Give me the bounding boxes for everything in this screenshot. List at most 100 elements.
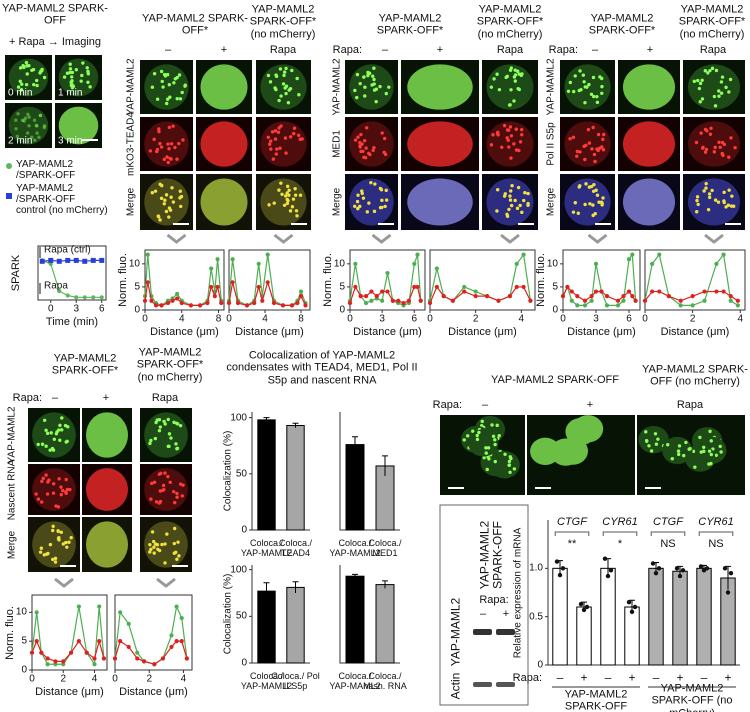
condensate-dot — [370, 83, 374, 87]
condensate-dot — [571, 210, 576, 214]
condensate-dot — [512, 142, 516, 146]
condensate-dot — [159, 145, 164, 149]
condensate-dot — [506, 138, 510, 142]
condensate-dot — [595, 94, 599, 99]
condensate-dot — [568, 137, 572, 141]
condensate-dot — [471, 429, 475, 433]
condensate-dot — [45, 431, 50, 436]
data-point — [73, 257, 79, 263]
nucleus — [86, 468, 128, 511]
data-point — [633, 298, 638, 303]
gene-label: CYR61 — [602, 515, 638, 528]
condensate-dot — [702, 189, 706, 193]
condensate-dot — [587, 141, 592, 145]
condensate-dot — [514, 127, 518, 131]
data-point — [412, 261, 417, 266]
y-tick-label: 100 — [230, 412, 247, 424]
condensate-dot — [166, 160, 170, 165]
condensate-dot — [159, 69, 164, 74]
condensate-dot — [666, 443, 670, 447]
condensate-dot — [295, 76, 299, 81]
data-point — [53, 659, 58, 664]
condensate-dot — [359, 132, 363, 137]
category-label: – — [652, 670, 660, 685]
data-point — [353, 261, 358, 266]
condensate-dot — [14, 127, 18, 131]
label: Rapa: — [432, 398, 462, 411]
condensate-dot — [81, 61, 85, 65]
condensate-dot — [161, 85, 165, 89]
data-point — [230, 280, 235, 285]
data-point — [179, 615, 184, 621]
condensate-dot — [509, 156, 513, 160]
data-point — [265, 252, 270, 257]
condensate-dot — [178, 97, 183, 101]
condensate-dot — [369, 180, 373, 185]
condensate-dot — [20, 118, 25, 123]
condensate-dot — [497, 87, 502, 92]
data-point — [615, 298, 621, 303]
condensate-dot — [172, 541, 176, 546]
condensate-dot — [477, 430, 481, 435]
condensate-dot — [293, 187, 297, 191]
condensate-dot — [61, 488, 65, 493]
condensate-dot — [523, 191, 527, 195]
replicate-point — [674, 566, 680, 571]
condensate-dot — [67, 540, 71, 544]
nucleus — [200, 121, 248, 167]
data-point — [209, 284, 214, 290]
condensate-dot — [27, 63, 31, 68]
condensate-dot — [702, 449, 706, 454]
series-line — [144, 282, 222, 306]
condensate-dot — [149, 497, 153, 501]
condensate-dot — [730, 194, 734, 198]
plot-frame — [644, 249, 746, 311]
condensate-dot — [166, 444, 171, 449]
significance: NS — [660, 537, 676, 550]
condensate-dot — [520, 210, 524, 215]
data-point — [215, 284, 220, 290]
x-tick-label: 2 — [146, 673, 152, 685]
replicate-point — [581, 607, 587, 613]
replicate-point — [722, 566, 728, 571]
blot-band — [473, 629, 492, 635]
condensate-dot — [508, 194, 512, 198]
condensate-dot — [509, 189, 513, 193]
data-point — [565, 284, 570, 290]
condensate-dot — [50, 446, 55, 451]
condensate-dot — [170, 186, 174, 190]
data-point — [721, 252, 726, 257]
category-label: – — [700, 670, 708, 685]
bracket — [602, 531, 638, 536]
data-point — [99, 295, 104, 300]
data-point — [252, 300, 257, 306]
condensate-dot — [60, 428, 64, 432]
condensate-dot — [167, 215, 171, 219]
condensate-dot — [581, 73, 586, 77]
label: YAP-MAML2 — [448, 597, 463, 667]
data-point — [369, 298, 374, 303]
condensate-dot — [47, 478, 51, 482]
condensate-dot — [34, 492, 38, 496]
condensate-dot — [364, 146, 368, 150]
condensate-dot — [35, 83, 39, 88]
data-point — [256, 261, 261, 266]
data-point — [149, 298, 154, 303]
condensate-dot — [714, 453, 718, 457]
data-point — [61, 659, 66, 664]
condensate-dot — [150, 530, 155, 534]
condensate-dot — [520, 133, 524, 137]
condensate-dot — [510, 183, 514, 188]
condensate-dot — [53, 560, 58, 564]
condensate-dot — [53, 556, 58, 561]
condensate-dot — [165, 97, 170, 101]
nucleus — [622, 64, 676, 110]
condensate-dot — [20, 82, 24, 86]
condensate-dot — [51, 524, 55, 528]
condensate-dot — [167, 82, 172, 87]
label: – — [591, 43, 599, 56]
label: – — [51, 391, 59, 404]
y-axis-label: Norm. fluo. — [321, 253, 334, 307]
